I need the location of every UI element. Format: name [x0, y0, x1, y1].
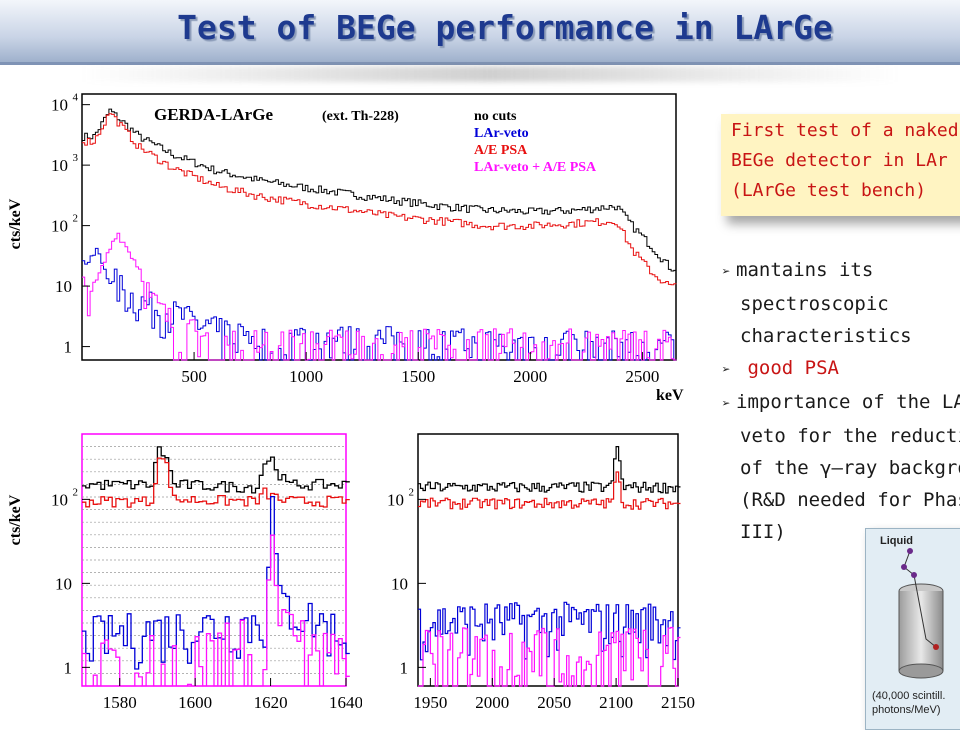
bullet-text: (R&D needed for Phase — [740, 489, 960, 511]
y-tick-label: 10 — [51, 156, 68, 175]
bullet-line: ➢ importance of the LAr — [722, 386, 960, 420]
y-tick-label: 10 — [391, 574, 408, 593]
bullet-line: (R&D needed for Phase — [722, 484, 960, 516]
y-axis-label: cts/keV — [7, 494, 24, 545]
arrow-bullet-icon: ➢ — [722, 396, 731, 412]
x-tick-label: 1640 — [329, 693, 362, 712]
bullet-line: ➢ mantains its — [722, 254, 960, 288]
title-bar: Test of BEGe performance in LArGe — [0, 0, 960, 65]
bullet-text: spectroscopic — [740, 293, 889, 315]
zoom-chart-2100: 1950 2000 2050 2100 2150 1 10 10 2 — [387, 433, 695, 712]
bullet-text: III) — [740, 521, 786, 543]
y-tick-label: 10 — [51, 490, 68, 509]
y-tick-exponent: 2 — [73, 213, 79, 225]
series-line-no-cuts — [82, 108, 677, 272]
inset-caption: (40,000 scintill. photons/MeV) — [872, 689, 945, 717]
chart-subtitle: (ext. Th-228) — [322, 109, 399, 124]
title-shadow — [80, 66, 900, 82]
series-line-trace — [82, 457, 350, 508]
y-tick-label: 10 — [55, 574, 72, 593]
plot-frame — [417, 433, 679, 687]
bullet-line: veto for the reduction — [722, 420, 960, 452]
x-tick-label: 1950 — [413, 693, 447, 712]
info-box-line: (LArGe test bench) — [731, 180, 927, 201]
bullet-text: good PSA — [747, 357, 839, 379]
x-tick-label: 2150 — [661, 693, 695, 712]
series-line-trace — [82, 446, 350, 494]
y-axis-label: cts/keV — [7, 198, 24, 249]
bullet-text: of the γ–ray background — [740, 457, 960, 479]
y-tick-exponent: 3 — [73, 152, 79, 164]
x-tick-label: 1580 — [103, 693, 137, 712]
legend-entry: LAr-veto + A/E PSA — [474, 160, 597, 175]
legend-entry: LAr-veto — [474, 126, 529, 141]
x-tick-label: 2050 — [537, 693, 571, 712]
bullet-text: veto for the reduction — [740, 425, 960, 447]
legend-entry: A/E PSA — [474, 143, 528, 158]
bullet-text: characteristics — [740, 325, 912, 347]
x-tick-label: 1620 — [254, 693, 288, 712]
x-tick-label: 1600 — [178, 693, 212, 712]
bullet-line: ➢ good PSA — [722, 352, 960, 386]
series-line-trace — [82, 534, 350, 687]
info-box: First test of a naked BEGe detector in L… — [721, 114, 960, 216]
x-tick-label: 2000 — [513, 367, 547, 386]
series-line-a-e-psa — [82, 113, 677, 286]
cryostat-inset-image: Liquid (40,000 scintill. photons/MeV) — [865, 528, 960, 730]
bullet-text: importance of the LAr — [736, 391, 960, 413]
series-line-trace — [418, 471, 681, 510]
x-tick-label: 500 — [181, 367, 207, 386]
y-tick-exponent: 2 — [409, 486, 415, 498]
arrow-bullet-icon: ➢ — [722, 264, 731, 280]
bullet-list: ➢ mantains its spectroscopic characterist… — [722, 254, 960, 548]
bullet-line: characteristics — [722, 320, 960, 352]
inset-caption-line: photons/MeV) — [872, 704, 941, 716]
info-box-line: First test of a naked — [731, 120, 959, 141]
inset-label: Liquid — [880, 535, 913, 547]
inset-caption-line: (40,000 scintill. — [872, 690, 946, 702]
bullet-text: mantains its — [736, 259, 874, 281]
y-tick-label: 1 — [64, 658, 73, 677]
main-spectrum-chart: 500 1000 1500 2000 2500 1 10 10 2 10 3 10 4 cts/keV ke… — [7, 92, 684, 404]
bullet-line: spectroscopic — [722, 288, 960, 320]
x-tick-label: 2500 — [625, 367, 659, 386]
bullet-line: III) — [722, 516, 960, 548]
info-box-line: BEGe detector in LAr — [731, 150, 948, 171]
bullet-line: of the γ–ray background — [722, 452, 960, 484]
y-tick-label: 10 — [55, 277, 72, 296]
zoom-chart-1600: 1580 1600 1620 1640 1 10 10 2 cts/keV — [7, 433, 362, 712]
series-line-trace — [418, 601, 681, 661]
series-line-lar-veto — [82, 247, 677, 361]
y-tick-label: 10 — [51, 217, 68, 236]
y-tick-label: 10 — [51, 96, 68, 115]
series-line-lar-veto-a-e-psa — [82, 232, 677, 361]
x-tick-label: 2000 — [475, 693, 509, 712]
chart-title: GERDA-LArGe — [154, 105, 273, 124]
series-line-trace — [418, 626, 681, 687]
y-tick-label: 1 — [400, 658, 409, 677]
x-axis-label: keV — [656, 387, 684, 404]
cryostat-drawing — [898, 548, 944, 679]
x-tick-label: 2100 — [599, 693, 633, 712]
arrow-bullet-icon: ➢ — [722, 362, 731, 378]
series-line-trace — [418, 446, 681, 494]
y-tick-exponent: 4 — [73, 92, 79, 104]
x-tick-label: 1000 — [289, 367, 323, 386]
y-tick-exponent: 2 — [73, 486, 79, 498]
x-tick-label: 1500 — [401, 367, 435, 386]
legend-entry: no cuts — [474, 109, 517, 124]
y-tick-label: 1 — [64, 338, 73, 357]
y-tick-label: 10 — [387, 490, 404, 509]
slide-title: Test of BEGe performance in LArGe — [177, 8, 833, 47]
